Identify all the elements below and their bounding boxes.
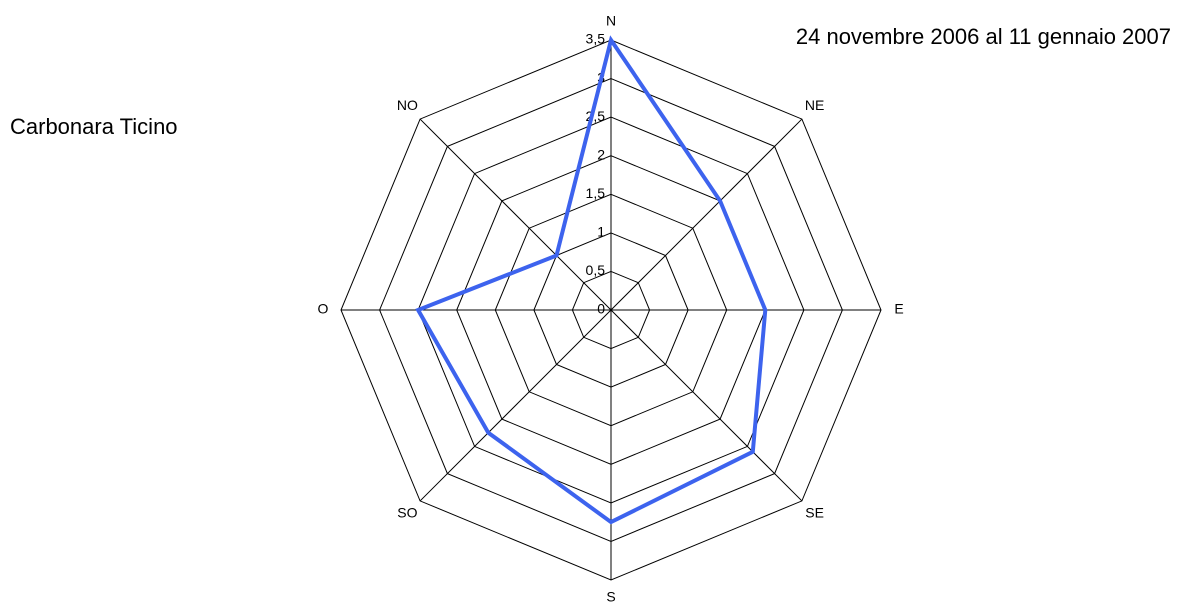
category-label: NO [397,97,418,113]
chart-title: 24 novembre 2006 al 11 gennaio 2007 [796,24,1171,49]
data-line [415,35,768,525]
spoke [610,309,803,502]
category-label: N [606,13,616,29]
y-tick-label: 3,5 [586,31,606,47]
spoke [419,309,612,502]
y-tick-label: 1 [597,224,605,240]
category-label: S [606,589,615,605]
category-label: NE [805,97,824,113]
y-tick-label: 0 [597,301,605,317]
category-label: SO [397,504,417,520]
category-label: O [318,301,329,317]
y-tick-label: 0,5 [586,262,606,278]
y-tick-label: 2 [597,146,605,162]
chart-subtitle: Carbonara Ticino [10,114,178,139]
spoke [610,118,803,311]
category-label: E [894,301,903,317]
spoke [419,118,612,311]
y-tick-label: 1,5 [586,185,606,201]
category-label: SE [805,504,824,520]
